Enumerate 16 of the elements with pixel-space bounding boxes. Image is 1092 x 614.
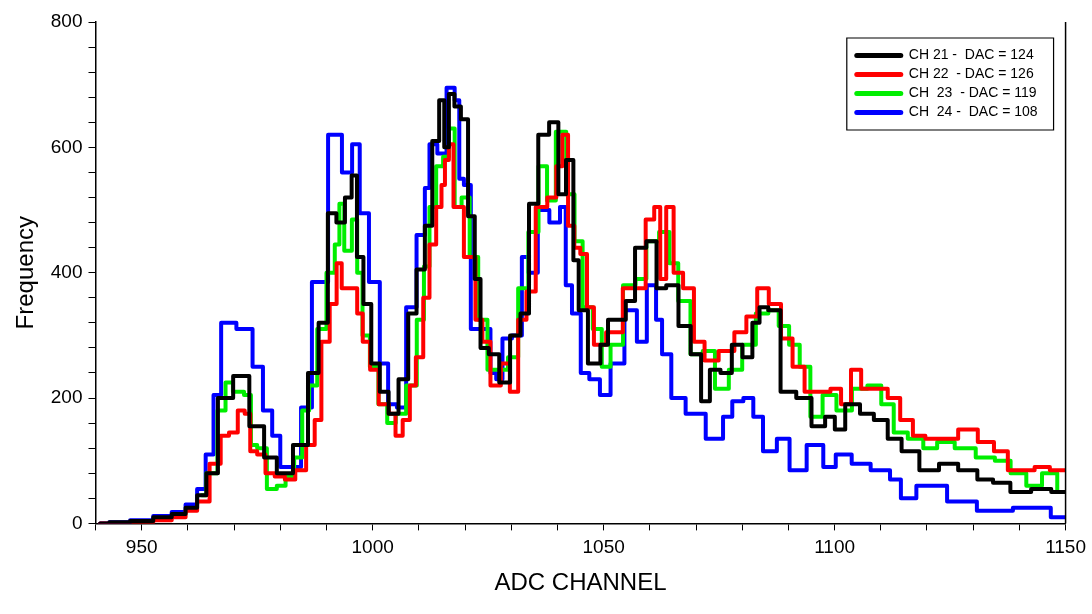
- y-tick-label: 800: [50, 10, 83, 32]
- x-tick-label: 1050: [582, 536, 625, 558]
- x-tick-label: 950: [125, 536, 158, 558]
- legend-label: CH 21 - DAC = 124: [908, 46, 1034, 63]
- x-axis-title: ADC CHANNEL: [494, 568, 667, 596]
- y-tick-label: 400: [50, 260, 83, 282]
- x-tick-label: 1000: [351, 536, 394, 558]
- y-axis-title: Frequency: [11, 216, 39, 330]
- legend-label: CH 23 - DAC = 119: [908, 84, 1037, 101]
- y-tick-label: 200: [50, 386, 83, 408]
- legend-label: CH 24 - DAC = 108: [908, 103, 1038, 120]
- legend-label: CH 22 - DAC = 126: [908, 65, 1034, 82]
- x-tick-label: 1150: [1045, 536, 1086, 558]
- y-tick-label: 0: [71, 511, 83, 533]
- x-tick-label: 1100: [814, 536, 856, 558]
- y-tick-label: 600: [50, 135, 83, 157]
